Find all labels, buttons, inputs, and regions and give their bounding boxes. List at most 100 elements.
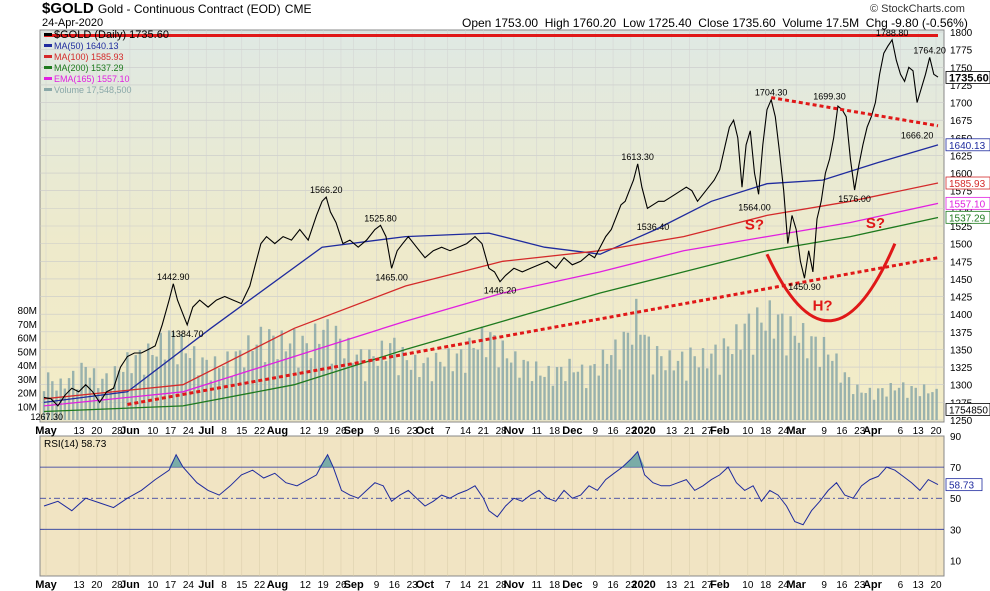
volume-bar [305, 343, 308, 420]
x-tick-label: 10 [147, 426, 159, 437]
x-tick-label: 2020 [631, 425, 655, 437]
volume-bar [167, 330, 171, 420]
price-tick-label: 1250 [950, 416, 973, 427]
volume-bar [276, 359, 279, 420]
volume-bar [626, 332, 630, 420]
volume-bar [647, 336, 651, 420]
price-tick-label: 1425 [950, 293, 973, 304]
volume-bar [655, 346, 659, 420]
volume-tick-label: 80M [18, 306, 37, 317]
legend-entry: MA(50) 1640.13 [54, 41, 119, 51]
volume-bar [347, 337, 350, 420]
volume-bar [393, 337, 396, 420]
volume-bar [785, 355, 788, 420]
volume-bar [192, 346, 196, 420]
volume-bar [247, 335, 250, 420]
price-tick-label: 1500 [950, 240, 973, 251]
x-tick-label: 9 [821, 426, 827, 437]
volume-bar [685, 380, 688, 420]
volume-bar [614, 339, 617, 420]
price-tick-label: 1800 [950, 28, 973, 39]
volume-value: 17.5M [825, 16, 860, 30]
rsi-x-tick-label: 21 [478, 580, 490, 591]
rsi-x-tick-label: 21 [684, 580, 696, 591]
volume-bar [630, 344, 634, 420]
price-tick-label: 1300 [950, 381, 973, 392]
rsi-x-tick-label: 10 [742, 580, 754, 591]
volume-bar [764, 330, 767, 420]
volume-bar [693, 356, 696, 420]
right-value-box [945, 176, 990, 190]
volume-bar [355, 354, 359, 420]
volume-bar [864, 393, 867, 420]
volume-bar [97, 388, 100, 420]
volume-bar [706, 368, 709, 420]
x-tick-label: 21 [684, 426, 696, 437]
rsi-x-tick-label: Sep [344, 579, 364, 591]
volume-bar [810, 336, 813, 420]
price-annotation: 1613.30 [621, 152, 654, 162]
rsi-x-tick-label: 13 [666, 580, 678, 591]
volume-bar [217, 368, 221, 420]
ma200-line [43, 216, 939, 413]
rsi-x-tick-label: 27 [702, 580, 714, 591]
x-tick-label: 16 [607, 426, 619, 437]
volume-bar [330, 363, 334, 420]
ema165-line [43, 202, 939, 407]
right-value-label: 1557.10 [949, 199, 986, 210]
x-tick-label: 9 [592, 426, 598, 437]
volume-bar [343, 358, 346, 420]
price-tick-label: 1775 [950, 46, 973, 57]
symbol-title: $GOLD Gold - Continuous Contract (EOD) C… [42, 0, 312, 17]
volume-tick-label: 60M [18, 334, 37, 345]
volume-bar [881, 388, 884, 420]
price-tick-label: 1675 [950, 116, 973, 127]
volume-bar [726, 346, 730, 420]
right-value-box [945, 403, 990, 416]
volume-bar [768, 300, 771, 420]
price-tick-label: 1725 [950, 81, 973, 92]
volume-bar [368, 349, 371, 420]
rsi-x-tick-label: 24 [183, 580, 195, 591]
legend-swatch [44, 66, 52, 69]
rsi-x-tick-label: Mar [786, 579, 806, 591]
volume-bar [781, 313, 784, 420]
volume-bar [297, 367, 300, 420]
x-tick-label: 10 [742, 426, 754, 437]
volume-bar [718, 374, 721, 420]
exchange-label: CME [284, 2, 312, 16]
volume-bar [414, 354, 417, 420]
rsi-x-tick-label: 19 [318, 580, 330, 591]
volume-bar [484, 357, 488, 420]
volume-bar [710, 353, 713, 420]
volume-bar [105, 373, 108, 420]
right-value-label: 1640.13 [949, 141, 986, 152]
volume-bar [885, 396, 888, 420]
volume-bar [468, 337, 471, 420]
x-tick-label: Nov [503, 425, 525, 437]
volume-bar [447, 348, 450, 420]
volume-bar [826, 354, 830, 420]
x-tick-label: Mar [786, 425, 806, 437]
rsi-x-tick-label: 9 [821, 580, 827, 591]
volume-bar [789, 316, 792, 420]
x-tick-label: 12 [300, 426, 312, 437]
volume-bar [605, 363, 609, 420]
volume-bar [580, 364, 584, 420]
volume-bar [351, 363, 354, 420]
x-tick-label: 15 [236, 426, 248, 437]
volume-bar [55, 390, 58, 420]
price-annotation: 1442.90 [157, 272, 190, 282]
price-tick-label: 1600 [950, 169, 973, 180]
volume-bar [409, 369, 413, 420]
volume-bar [138, 350, 142, 420]
price-annotation: 1566.20 [310, 185, 343, 195]
price-annotation: 1704.30 [755, 88, 788, 98]
volume-bar [122, 371, 125, 420]
volume-bar [868, 387, 872, 420]
volume-bar [906, 397, 909, 420]
volume-bar [701, 348, 705, 420]
rsi-x-tick-label: 18 [549, 580, 561, 591]
volume-bar [263, 362, 267, 420]
x-tick-label: 17 [165, 426, 177, 437]
